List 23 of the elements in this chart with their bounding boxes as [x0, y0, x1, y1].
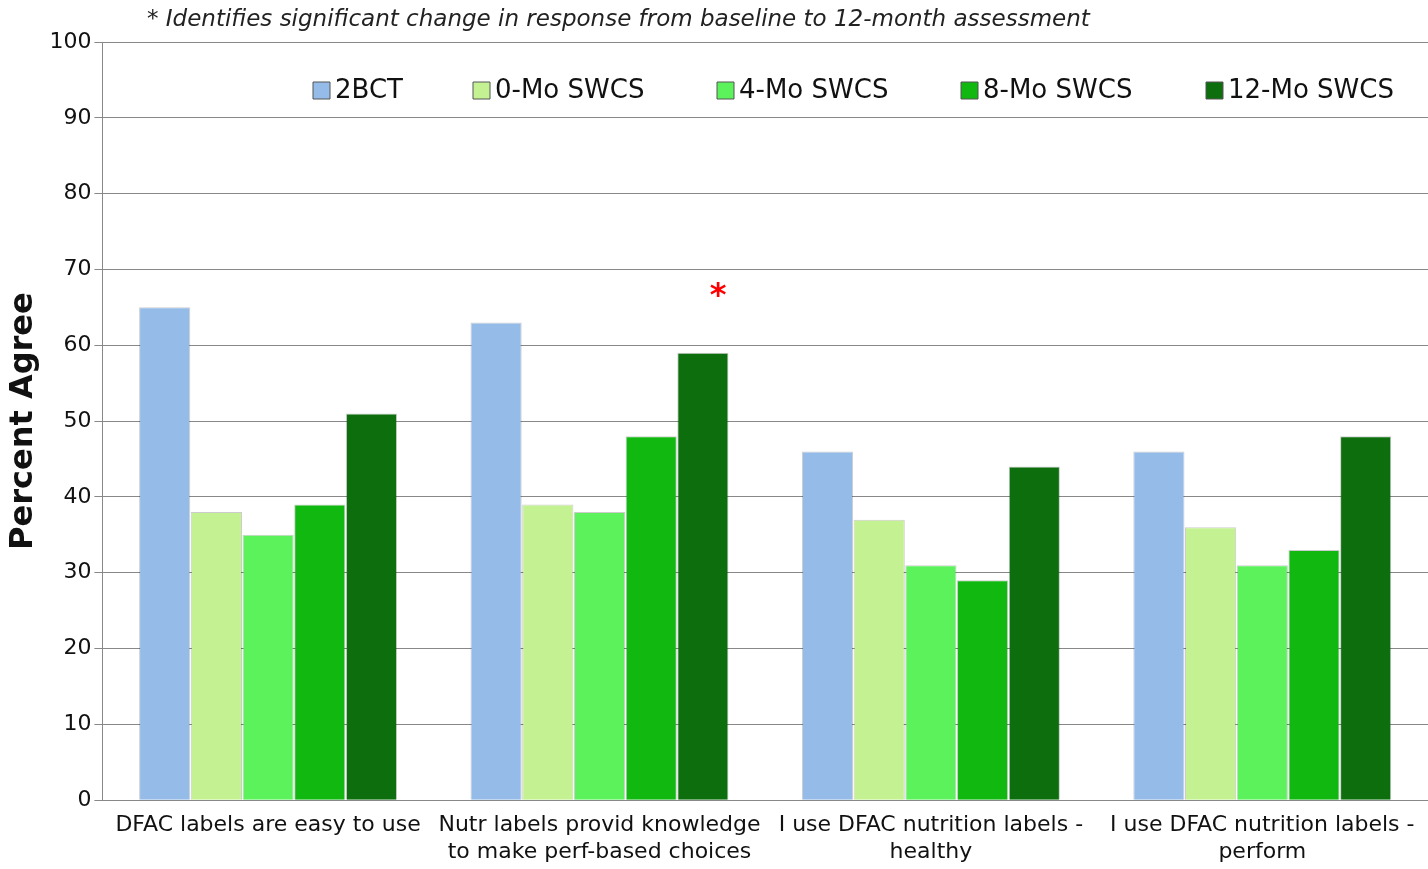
y-tick-label: 100: [49, 27, 92, 53]
y-tick-label: 70: [63, 255, 92, 281]
legend-label: 4-Mo SWCS: [739, 73, 889, 104]
y-tick-label: 80: [63, 179, 92, 205]
legend-label: 2BCT: [335, 73, 404, 104]
y-axis-title: Percent Agree: [1, 292, 40, 550]
x-tick-label: I use DFAC nutrition labels - healthy: [778, 811, 1084, 863]
legend-label: 8-Mo SWCS: [983, 73, 1133, 104]
x-tick-label: Nutr labels provid knowledge to make perf-based choices: [438, 811, 761, 863]
y-tick-label: 0: [77, 785, 92, 811]
legend-label: 0-Mo SWCS: [495, 73, 645, 104]
y-tick-label: 60: [63, 331, 92, 356]
y-tick-label: 30: [63, 558, 92, 584]
y-tick-label: 10: [63, 710, 92, 736]
annotation: *: [709, 275, 727, 314]
legend-label: 12-Mo SWCS: [1228, 73, 1394, 104]
y-tick-label: 20: [63, 634, 92, 660]
y-tick-label: 50: [63, 406, 92, 432]
y-tick-label: 40: [63, 482, 92, 508]
y-tick-label: 90: [63, 103, 92, 129]
x-tick-label: I use DFAC nutrition labels - perform: [1110, 811, 1415, 863]
text: * Identifies significant change in response from baseline to 12-month assessment: [147, 4, 1091, 31]
x-tick-label: DFAC labels are easy to use: [115, 811, 421, 837]
